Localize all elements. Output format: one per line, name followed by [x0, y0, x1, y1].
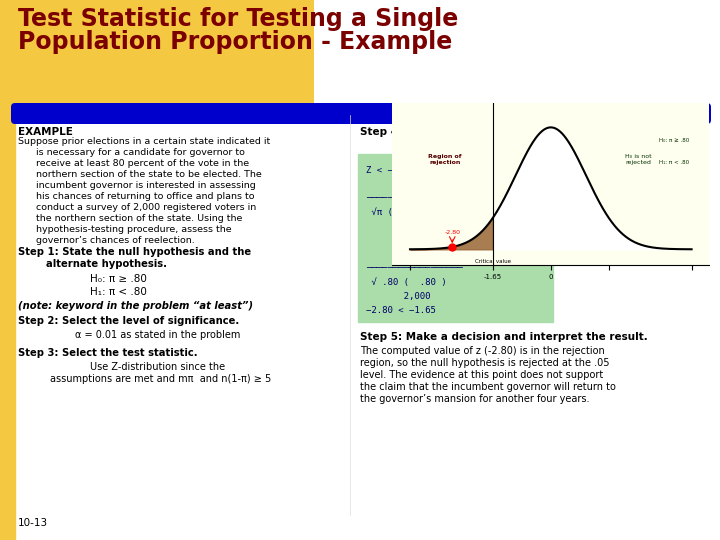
Text: α = 0.01 as stated in the problem: α = 0.01 as stated in the problem	[75, 330, 240, 340]
Text: Population Proportion - Example: Population Proportion - Example	[18, 30, 452, 54]
Text: p − π: p − π	[366, 180, 436, 189]
Text: northern section of the state to be elected. The: northern section of the state to be elec…	[18, 170, 262, 179]
Bar	[358, 154, 553, 322]
Text: region, so the null hypothesis is rejected at the .05: region, so the null hypothesis is reject…	[360, 358, 610, 368]
Text: conduct a survey of 2,000 registered voters in: conduct a survey of 2,000 registered vot…	[18, 203, 256, 212]
Text: √π (1−π): √π (1−π)	[366, 208, 415, 217]
Text: 2,000: 2,000	[366, 292, 431, 301]
Text: Step 5: Make a decision and interpret the result.: Step 5: Make a decision and interpret th…	[360, 332, 648, 342]
Text: Step 3: Select the test statistic.: Step 3: Select the test statistic.	[18, 348, 197, 358]
Text: ──────────────────: ──────────────────	[366, 264, 463, 273]
Text: alternate hypothesis.: alternate hypothesis.	[18, 259, 167, 269]
Text: his chances of returning to office and plans to: his chances of returning to office and p…	[18, 192, 254, 201]
Bar	[0, 0, 310, 110]
Text: Step 2: Select the level of significance.: Step 2: Select the level of significance…	[18, 316, 239, 326]
Text: −2.80 < −1.65: −2.80 < −1.65	[366, 306, 436, 315]
Text: Test Statistic for Testing a Single: Test Statistic for Testing a Single	[18, 7, 458, 31]
Text: receive at least 80 percent of the vote in the: receive at least 80 percent of the vote …	[18, 159, 249, 168]
Text: H₁: π < .80: H₁: π < .80	[90, 287, 147, 297]
Text: governor’s chances of reelection.: governor’s chances of reelection.	[18, 236, 194, 245]
Text: incumbent governor is interested in assessing: incumbent governor is interested in asse…	[18, 181, 256, 190]
Text: The computed value of z (-2.80) is in the rejection: The computed value of z (-2.80) is in th…	[360, 346, 605, 356]
Text: is necessary for a candidate for governor to: is necessary for a candidate for governo…	[18, 148, 245, 157]
Text: 2,000       .80: 2,000 .80	[366, 250, 479, 259]
Text: assumptions are met and mπ  and n(1-π) ≥ 5: assumptions are met and mπ and n(1-π) ≥ …	[50, 374, 271, 384]
Text: √ .80 (  .80 ): √ .80 ( .80 )	[366, 278, 446, 287]
Text: H₀ is not
rejected: H₀ is not rejected	[626, 154, 652, 165]
Text: level. The evidence at this point does not support: level. The evidence at this point does n…	[360, 370, 603, 380]
Text: hypothesis-testing procedure, assess the: hypothesis-testing procedure, assess the	[18, 225, 232, 234]
Text: (note: keyword in the problem “at least”): (note: keyword in the problem “at least”…	[18, 301, 253, 311]
Text: 1,550: 1,550	[366, 236, 425, 245]
Text: the governor’s mansion for another four years.: the governor’s mansion for another four …	[360, 394, 590, 404]
Text: Step 1: State the null hypothesis and the: Step 1: State the null hypothesis and th…	[18, 247, 251, 257]
FancyBboxPatch shape	[11, 103, 711, 124]
Text: the claim that the incumbent governor will return to: the claim that the incumbent governor wi…	[360, 382, 616, 392]
Text: the northern section of the state. Using the: the northern section of the state. Using…	[18, 214, 243, 223]
Text: Step 4: Formulate the decision rule.: Step 4: Formulate the decision rule.	[360, 127, 572, 137]
Text: -2.80: -2.80	[444, 230, 460, 235]
Text: H₀: π ≥ .80: H₀: π ≥ .80	[90, 274, 147, 284]
Text: EXAMPLE: EXAMPLE	[18, 127, 73, 137]
Text: Region of
rejection: Region of rejection	[428, 154, 462, 165]
Text: Use Z-distribution since the: Use Z-distribution since the	[90, 362, 225, 372]
Text: 10-13: 10-13	[18, 518, 48, 528]
Text: n: n	[366, 222, 415, 231]
Text: H₁: π < .80: H₁: π < .80	[659, 160, 689, 165]
Bar	[0, 0, 15, 540]
Text: Suppose prior elections in a certain state indicated it: Suppose prior elections in a certain sta…	[18, 137, 270, 146]
Text: Z < −Zα: Z < −Zα	[366, 166, 404, 175]
FancyBboxPatch shape	[0, 0, 314, 116]
Text: H₀: π ≥ .80: H₀: π ≥ .80	[659, 138, 689, 143]
Text: ────────────── < α: ────────────── < α	[366, 194, 463, 203]
Text: Critical value: Critical value	[474, 259, 510, 264]
Text: Reject H₀ if Z < -Zα: Reject H₀ if Z < -Zα	[405, 139, 500, 149]
